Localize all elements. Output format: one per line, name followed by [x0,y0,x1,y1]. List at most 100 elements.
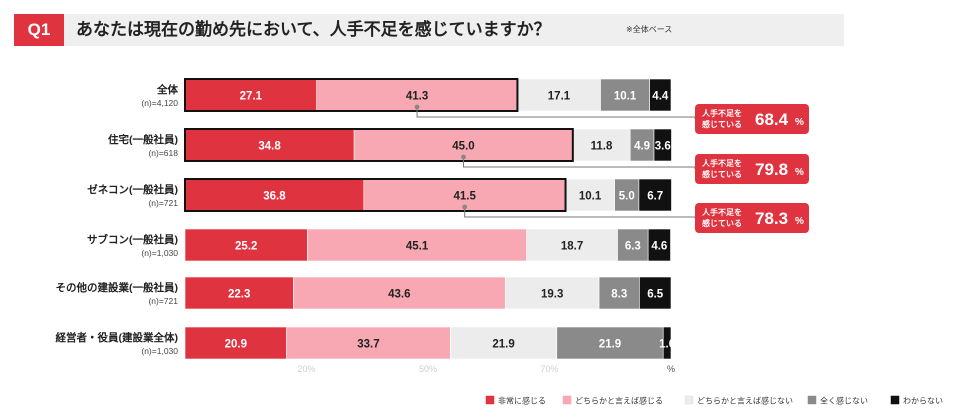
bar-segment [572,128,631,162]
legend-swatch [684,395,694,405]
callout-anchor-dot [461,154,466,160]
bar-segment [639,276,672,310]
data-label: 4.6 [651,241,667,253]
callout-unit: % [795,117,804,128]
question-title: あなたは現在の勤め先において、人手不足を感じていますか？ [76,20,551,39]
data-label: 18.7 [561,241,583,253]
data-label: 21.9 [599,339,621,351]
bar-segment [184,276,294,310]
data-label: 41.3 [406,91,428,103]
data-label: 43.6 [388,289,410,301]
bar-segment [184,326,287,360]
bar-segment [617,228,649,262]
legend-label: どちらかと言えば感じる [575,396,663,406]
data-label: 34.8 [258,141,281,153]
data-label: 10.1 [579,191,602,203]
callout-prefix-line2: 感じている [702,218,742,228]
legend-swatch [807,395,817,405]
bar-segment [649,78,672,112]
callout-box [695,154,809,184]
data-label: 45.1 [406,241,429,253]
callout-box [695,104,809,134]
bar-segment [638,178,672,212]
legend-label: どちらかと言えば感じない [697,396,793,406]
base-note: ※全体ベース [626,25,673,34]
bar-segment [598,276,640,310]
bar-segment [307,228,527,262]
data-label: 19.3 [541,289,563,301]
data-label: 17.1 [548,91,571,103]
data-label: 4.4 [652,91,669,103]
callout-prefix-line2: 感じている [702,169,742,179]
category-label: 住宅(一般社員) [108,133,178,146]
callout-anchor-dot [462,204,468,210]
callout-prefix-line1: 人手不足を [702,108,742,118]
callout-value: 78.3 [755,209,788,228]
bar-segment [184,178,365,212]
category-label: 経営者・役員(建設業全体) [56,331,179,344]
x-tick-label: 20% [297,364,315,374]
bar-segment [565,178,615,212]
legend-label: 非常に感じる [498,396,546,406]
category-label: その他の建設業(一般社員) [56,281,179,294]
x-tick-label: 70% [540,364,558,374]
data-label: 6.5 [647,289,664,301]
feel-shortage-highlight-box [184,178,567,212]
callout-anchor-dot [414,104,420,110]
bar-segment [450,326,558,360]
data-label: 1.6 [659,339,675,351]
legend-swatch [562,395,572,405]
category-n-label: (n)=1,030 [141,346,178,356]
feel-shortage-highlight-box [184,78,519,112]
category-n-label: (n)=721 [148,198,178,208]
legend-label: 全く感じない [820,396,868,406]
x-tick-label: 50% [419,364,437,374]
data-label: 11.8 [591,141,613,153]
data-label: 27.1 [240,91,263,103]
callout-unit: % [795,167,804,178]
legend-swatch [485,395,495,405]
data-label: 45.0 [452,141,474,153]
category-n-label: (n)=618 [148,148,178,158]
callout-prefix-line2: 感じている [702,119,742,129]
callout-box [695,203,809,233]
bar-segment [184,228,308,262]
data-label: 4.9 [634,141,650,153]
bar-segment [293,276,506,310]
data-label: 6.3 [625,241,641,253]
bar-segment [662,326,672,360]
category-label: サブコン(一般社員) [87,233,178,246]
data-label: 41.5 [453,191,476,203]
data-label: 36.8 [263,191,286,203]
callout-unit: % [795,216,804,227]
bar-segment [647,228,671,262]
data-label: 20.9 [225,339,247,351]
callout-prefix-line1: 人手不足を [702,158,742,168]
callout-prefix-line1: 人手不足を [702,207,742,217]
callout-value: 79.8 [755,160,788,179]
data-label: 10.1 [614,91,637,103]
category-n-label: (n)=4,120 [141,98,178,108]
category-label: ゼネコン(一般社員) [87,183,178,196]
bar-segment [600,78,650,112]
bar-segment [653,128,672,162]
data-label: 25.2 [235,241,257,253]
data-label: 8.3 [611,289,627,301]
callout-value: 68.4 [755,110,789,129]
bar-segment [614,178,640,212]
legend-swatch [890,395,900,405]
data-label: 5.0 [619,191,635,203]
bar-segment [526,228,618,262]
category-n-label: (n)=721 [148,296,178,306]
data-label: 22.3 [228,289,250,301]
bar-segment [286,326,451,360]
data-label: 33.7 [357,339,379,351]
feel-shortage-highlight-box [184,128,574,162]
data-label: 21.9 [492,339,514,351]
category-label: 全体 [156,83,178,96]
data-label: 3.6 [655,141,671,153]
category-n-label: (n)=1,030 [141,248,178,258]
legend-label: わからない [903,397,943,406]
x-tick-label: % [667,364,675,374]
